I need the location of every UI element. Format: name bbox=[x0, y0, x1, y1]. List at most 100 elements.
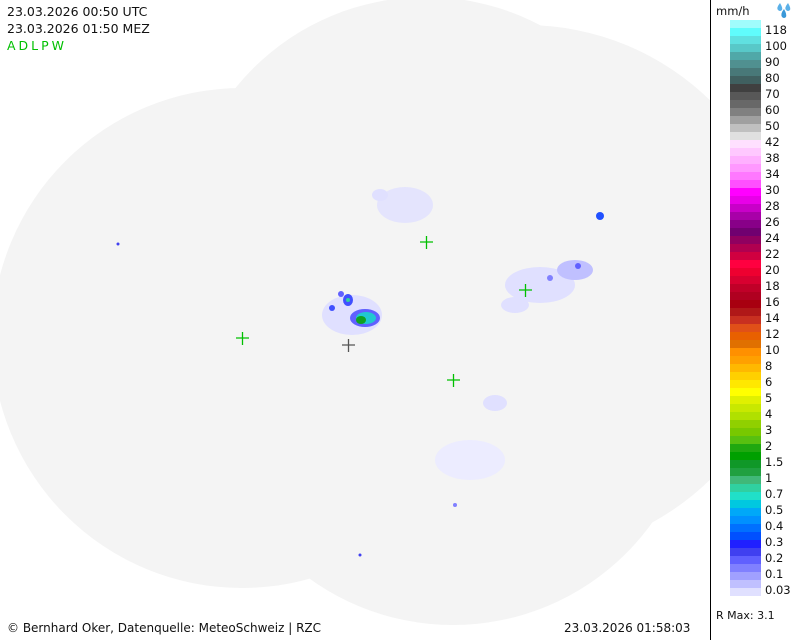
color-band bbox=[730, 428, 761, 436]
radar-map[interactable] bbox=[0, 0, 710, 640]
color-band bbox=[730, 332, 761, 340]
color-band bbox=[730, 276, 761, 284]
color-band bbox=[730, 236, 761, 244]
scale-label: 18 bbox=[765, 279, 780, 293]
scale-label: 26 bbox=[765, 215, 780, 229]
radar-marker-lema bbox=[447, 374, 460, 387]
generated-timestamp: 23.03.2026 01:58:03 bbox=[564, 621, 691, 635]
color-band bbox=[730, 228, 761, 236]
precipitation-echoes bbox=[116, 187, 604, 557]
scale-label: 80 bbox=[765, 71, 780, 85]
color-band bbox=[730, 564, 761, 572]
scale-label: 70 bbox=[765, 87, 780, 101]
color-band bbox=[730, 580, 761, 588]
color-band bbox=[730, 28, 761, 36]
scale-label: 2 bbox=[765, 439, 773, 453]
color-band bbox=[730, 524, 761, 532]
color-band bbox=[730, 436, 761, 444]
scale-label: 118 bbox=[765, 23, 787, 37]
scale-label: 30 bbox=[765, 183, 780, 197]
color-band bbox=[730, 548, 761, 556]
scale-label: 28 bbox=[765, 199, 780, 213]
scale-label: 6 bbox=[765, 375, 773, 389]
legend-panel: mm/h 118 100 90 80 70 60 50 42 38 34 30 28 26 24 22 20 1… bbox=[710, 0, 800, 640]
color-band bbox=[730, 268, 761, 276]
scale-label: 100 bbox=[765, 39, 787, 53]
utc-timestamp: 23.03.2026 00:50 UTC bbox=[7, 4, 148, 19]
color-band bbox=[730, 172, 761, 180]
color-band bbox=[730, 316, 761, 324]
color-band bbox=[730, 20, 761, 28]
scale-label: 5 bbox=[765, 391, 773, 405]
scale-label: 90 bbox=[765, 55, 780, 69]
legend-unit: mm/h bbox=[716, 4, 750, 18]
color-band bbox=[730, 180, 761, 188]
color-band bbox=[730, 572, 761, 580]
color-band bbox=[730, 500, 761, 508]
color-band bbox=[730, 36, 761, 44]
center-marker bbox=[342, 339, 355, 352]
color-band bbox=[730, 388, 761, 396]
color-band bbox=[730, 84, 761, 92]
scale-label: 16 bbox=[765, 295, 780, 309]
color-band bbox=[730, 100, 761, 108]
color-band bbox=[730, 420, 761, 428]
color-band bbox=[730, 140, 761, 148]
color-band bbox=[730, 188, 761, 196]
radar-stations-label: ADLPW bbox=[7, 38, 68, 53]
color-band bbox=[730, 532, 761, 540]
color-band bbox=[730, 132, 761, 140]
color-band bbox=[730, 484, 761, 492]
color-band bbox=[730, 92, 761, 100]
color-band bbox=[730, 452, 761, 460]
color-band bbox=[730, 340, 761, 348]
scale-label: 38 bbox=[765, 151, 780, 165]
color-band bbox=[730, 204, 761, 212]
color-band bbox=[730, 412, 761, 420]
scale-label: 60 bbox=[765, 103, 780, 117]
color-band bbox=[730, 556, 761, 564]
scale-label: 0.7 bbox=[765, 487, 784, 501]
color-band bbox=[730, 364, 761, 372]
color-band bbox=[730, 396, 761, 404]
scale-label: 0.5 bbox=[765, 503, 784, 517]
scale-label: 0.3 bbox=[765, 535, 784, 549]
scale-label: 22 bbox=[765, 247, 780, 261]
scale-label: 42 bbox=[765, 135, 780, 149]
scale-label: 8 bbox=[765, 359, 773, 373]
scale-label: 1 bbox=[765, 471, 773, 485]
color-band bbox=[730, 292, 761, 300]
color-band bbox=[730, 588, 761, 596]
color-band bbox=[730, 372, 761, 380]
color-band bbox=[730, 308, 761, 316]
color-band bbox=[730, 356, 761, 364]
scale-label: 24 bbox=[765, 231, 780, 245]
scale-label: 0.03 bbox=[765, 583, 791, 597]
scale-label: 12 bbox=[765, 327, 780, 341]
color-band bbox=[730, 196, 761, 204]
color-band bbox=[730, 348, 761, 356]
color-band bbox=[730, 220, 761, 228]
color-band bbox=[730, 60, 761, 68]
color-band bbox=[730, 540, 761, 548]
color-band bbox=[730, 244, 761, 252]
radar-marker-weissfluhjoch bbox=[519, 284, 532, 297]
color-band bbox=[730, 444, 761, 452]
scale-label: 0.2 bbox=[765, 551, 784, 565]
color-band bbox=[730, 460, 761, 468]
color-band bbox=[730, 52, 761, 60]
color-band bbox=[730, 148, 761, 156]
color-band bbox=[730, 300, 761, 308]
color-band bbox=[730, 324, 761, 332]
color-band bbox=[730, 252, 761, 260]
color-band bbox=[730, 124, 761, 132]
color-band bbox=[730, 508, 761, 516]
color-band bbox=[730, 116, 761, 124]
radar-marker-albis bbox=[420, 236, 433, 249]
color-band bbox=[730, 476, 761, 484]
color-band bbox=[730, 164, 761, 172]
local-timestamp: 23.03.2026 01:50 MEZ bbox=[7, 21, 150, 36]
color-band bbox=[730, 516, 761, 524]
scale-label: 4 bbox=[765, 407, 773, 421]
r-max-value: R Max: 3.1 bbox=[716, 609, 775, 622]
